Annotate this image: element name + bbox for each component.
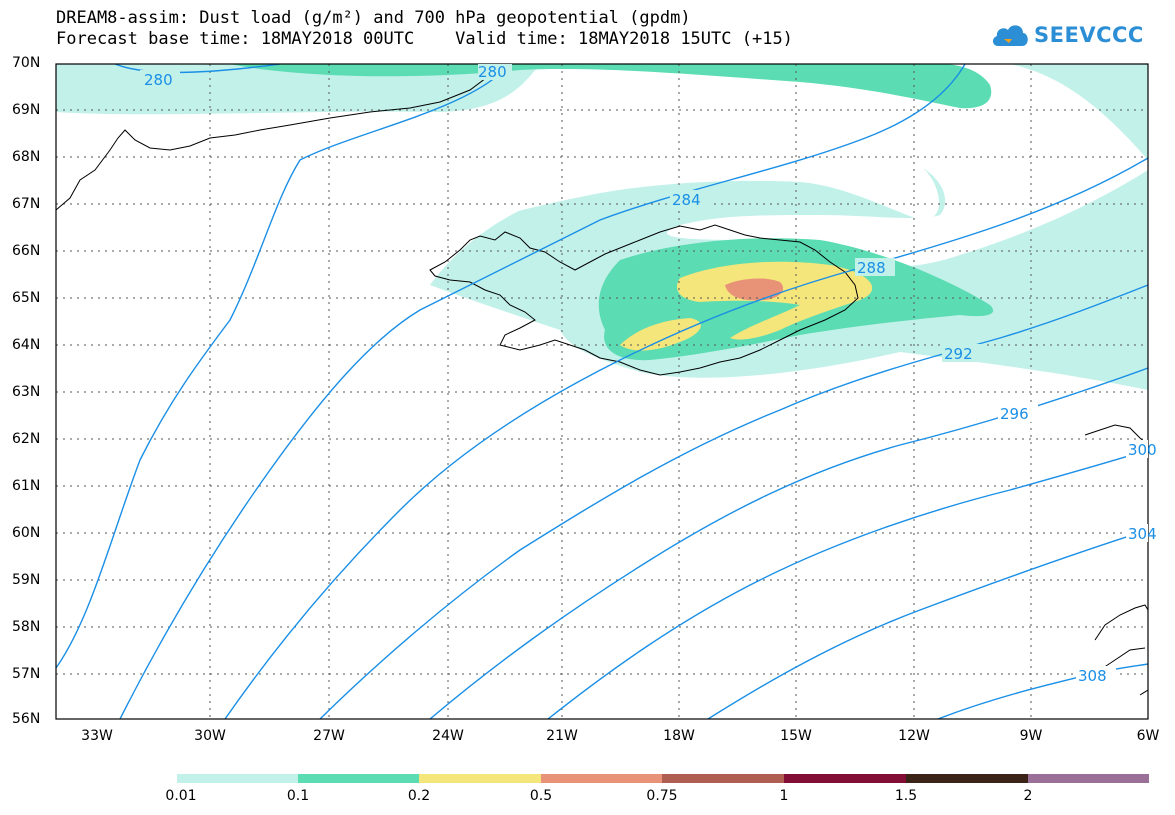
map-subtitle: Forecast base time: 18MAY2018 00UTC Vali… (56, 29, 793, 49)
dust-area-0.01-main (430, 64, 1148, 390)
logo-text: SEEVCCC (1034, 23, 1144, 47)
legend-swatch (177, 774, 298, 783)
lat-label: 61N (12, 478, 41, 494)
map-title: DREAM8-assim: Dust load (g/m²) and 700 h… (56, 8, 691, 28)
lon-label: 24W (432, 728, 464, 744)
dust-area-0.5 (725, 278, 784, 301)
lat-label: 60N (12, 525, 41, 541)
lon-label: 12W (898, 728, 930, 744)
lat-label: 63N (12, 384, 41, 400)
contour-label: 280 (144, 71, 173, 89)
lat-label: 64N (12, 337, 41, 353)
geopotential-contours (56, 64, 1148, 719)
legend-swatch (784, 774, 906, 783)
cloud-icon (992, 25, 1028, 46)
lon-label: 27W (313, 728, 345, 744)
lon-label: 33W (81, 728, 113, 744)
lon-label: 6W (1136, 728, 1160, 744)
contour-label: 304 (1128, 525, 1157, 543)
legend-label: 0.2 (407, 788, 431, 804)
dust-area-0.1-north (230, 64, 992, 109)
legend-label: 2 (1023, 788, 1033, 804)
contour-label: 288 (857, 259, 886, 277)
graticule (56, 64, 1148, 719)
lat-label: 66N (12, 243, 41, 259)
legend-swatch (298, 774, 419, 783)
lat-label: 56N (12, 711, 41, 727)
contour-label: 300 (1128, 441, 1157, 459)
legend-swatch (1028, 774, 1149, 783)
dust-area-0.01 (56, 64, 1148, 160)
legend-label: 1.5 (894, 788, 918, 804)
lon-label: 30W (194, 728, 226, 744)
lat-label: 57N (12, 666, 41, 682)
map-frame (55, 63, 1149, 720)
legend-swatch (906, 774, 1028, 783)
lon-label: 9W (1019, 728, 1043, 744)
lat-label: 69N (12, 102, 41, 118)
legend-swatch (419, 774, 541, 783)
contour-label: 292 (944, 345, 973, 363)
lat-label: 70N (12, 55, 41, 71)
lat-label: 67N (12, 196, 41, 212)
contour-label: 280 (478, 63, 507, 81)
seevccc-logo: SEEVCCC (990, 20, 1144, 50)
legend-label: 0.01 (165, 788, 197, 804)
lat-label: 59N (12, 572, 41, 588)
contour-label: 308 (1078, 667, 1107, 685)
clear-area (470, 113, 940, 225)
contour-label: 284 (672, 191, 701, 209)
dust-area-0.2 (620, 261, 873, 351)
lat-label: 62N (12, 431, 41, 447)
legend-swatch (662, 774, 784, 783)
lon-label: 18W (663, 728, 695, 744)
lat-label: 58N (12, 619, 41, 635)
lon-label: 21W (546, 728, 578, 744)
coastline (56, 64, 1148, 696)
legend-label: 0.1 (286, 788, 310, 804)
legend-swatch (541, 774, 662, 783)
lon-label: 15W (780, 728, 812, 744)
lat-label: 68N (12, 149, 41, 165)
legend-label: 0.5 (529, 788, 553, 804)
legend-label: 1 (779, 788, 789, 804)
contour-label: 296 (1000, 405, 1029, 423)
lat-label: 65N (12, 290, 41, 306)
legend-label: 0.75 (646, 788, 678, 804)
